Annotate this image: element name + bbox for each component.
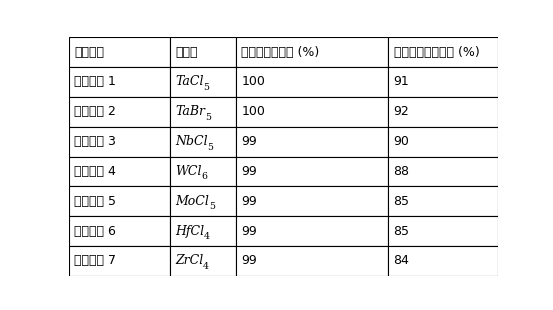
Text: 99: 99 [242,255,257,268]
Text: 实施实例 6: 实施实例 6 [74,225,116,238]
Text: 实施实例 1: 实施实例 1 [74,75,116,88]
Bar [236,157,388,186]
Bar [236,37,388,67]
Bar [388,216,498,246]
Text: 99: 99 [242,135,257,148]
Text: 100: 100 [242,105,265,118]
Text: 媚化剂: 媚化剂 [175,46,197,59]
Text: 4: 4 [204,262,209,271]
Bar [69,186,170,216]
Bar [69,127,170,157]
Bar [170,157,236,186]
Bar [388,67,498,97]
Text: 88: 88 [394,165,410,178]
Text: 5: 5 [205,113,211,122]
Text: TaCl: TaCl [175,75,204,88]
Bar [388,157,498,186]
Bar [69,97,170,127]
Bar [69,216,170,246]
Text: 84: 84 [394,255,409,268]
Text: ZrCl: ZrCl [175,255,204,268]
Text: 90: 90 [394,135,409,148]
Text: 实施实例 5: 实施实例 5 [74,195,116,208]
Bar [388,97,498,127]
Bar [69,37,170,67]
Bar [170,216,236,246]
Text: 实验项目: 实验项目 [74,46,105,59]
Text: 92: 92 [394,105,409,118]
Text: 实施实例 3: 实施实例 3 [74,135,116,148]
Text: 5: 5 [207,143,213,152]
Bar [236,246,388,276]
Bar [69,67,170,97]
Text: 85: 85 [394,195,410,208]
Text: HfCl: HfCl [175,225,204,238]
Text: MoCl: MoCl [175,195,209,208]
Bar [170,186,236,216]
Text: 乙酰丙酸转化率 (%): 乙酰丙酸转化率 (%) [242,46,320,59]
Text: 91: 91 [394,75,409,88]
Text: 实施实例 4: 实施实例 4 [74,165,116,178]
Bar [170,127,236,157]
Text: 99: 99 [242,225,257,238]
Bar [236,67,388,97]
Text: 实施实例 2: 实施实例 2 [74,105,116,118]
Bar [236,127,388,157]
Text: 5: 5 [204,83,210,92]
Text: TaBr: TaBr [175,105,205,118]
Text: WCl: WCl [175,165,201,178]
Bar [236,216,388,246]
Bar [236,186,388,216]
Text: 5: 5 [209,202,215,211]
Bar [69,157,170,186]
Bar [388,127,498,157]
Text: 100: 100 [242,75,265,88]
Bar [170,97,236,127]
Text: 85: 85 [394,225,410,238]
Bar [236,97,388,127]
Bar [170,37,236,67]
Text: 实施实例 7: 实施实例 7 [74,255,116,268]
Bar [170,246,236,276]
Bar [388,246,498,276]
Text: 乙酰丙酸己酰收率 (%): 乙酰丙酸己酰收率 (%) [394,46,479,59]
Bar [69,246,170,276]
Text: NbCl: NbCl [175,135,207,148]
Bar [388,37,498,67]
Text: 99: 99 [242,195,257,208]
Bar [170,67,236,97]
Text: 99: 99 [242,165,257,178]
Text: 6: 6 [201,172,207,181]
Text: 4: 4 [204,232,210,241]
Bar [388,186,498,216]
